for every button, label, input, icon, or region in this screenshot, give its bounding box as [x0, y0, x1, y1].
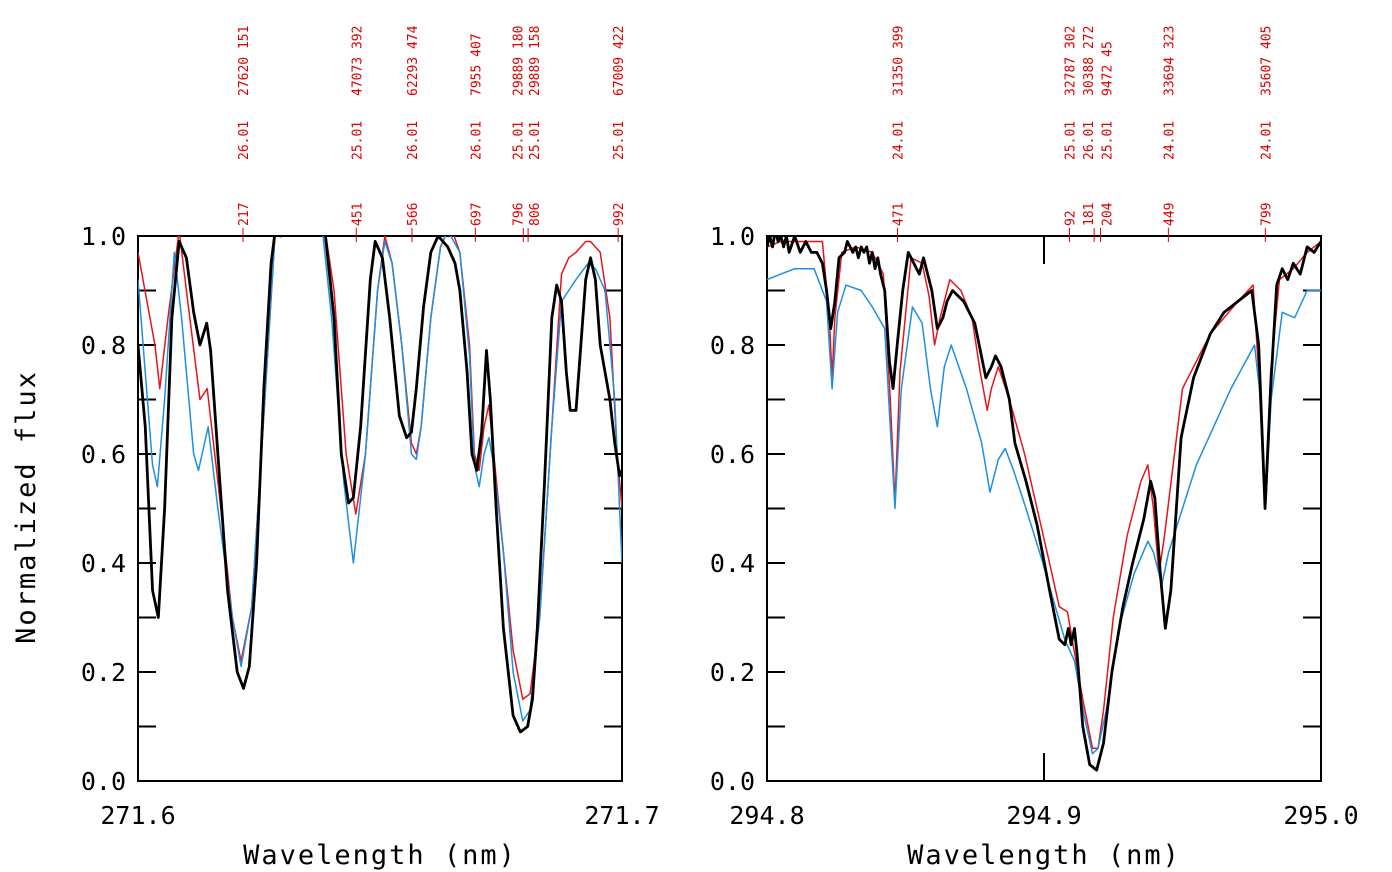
- line-id-reference: 29889 180: [511, 26, 526, 96]
- line-id-species: 24.01: [1162, 121, 1177, 160]
- line-id-reference: 29889 158: [528, 26, 543, 96]
- line-id-wavelength: 449: [1162, 203, 1177, 226]
- line-id-marker: 796 25.01 29889 180: [511, 26, 526, 242]
- series-line-red: [767, 240, 1321, 750]
- x-tick-label: 294.8: [729, 801, 804, 830]
- y-tick-label: 0.2: [710, 658, 755, 687]
- line-id-species: 25.01: [350, 121, 365, 160]
- y-tick-label: 0.0: [81, 767, 126, 796]
- line-id-marker: 181 26.01 30388 272: [1082, 26, 1097, 242]
- left-panel: 0.0 0.2 0.4 0.6 0.8 1.0 271.6 271.7 Wavelength (…: [81, 25, 660, 871]
- line-id-wavelength: 451: [350, 203, 365, 226]
- line-id-reference: 33694 323: [1162, 26, 1177, 96]
- line-id-wavelength: 697: [469, 203, 484, 226]
- y-tick-label: 0.6: [81, 440, 126, 469]
- line-id-marker: 204 25.01 9472 45: [1100, 41, 1116, 242]
- line-id-wavelength: 92: [1063, 210, 1078, 226]
- series-line-blue: [767, 267, 1321, 755]
- plot-frame: [766, 235, 1322, 782]
- x-tick-label: 271.6: [100, 801, 175, 830]
- line-id-marker: 471 24.01 31350 399: [891, 26, 906, 242]
- line-id-reference: 47073 392: [350, 26, 365, 96]
- line-id-marker: 806 25.01 29889 158: [527, 26, 543, 242]
- line-id-marker: 92 25.01 32787 302: [1063, 26, 1078, 242]
- y-tick-label: 1.0: [710, 222, 755, 251]
- line-id-reference: 30388 272: [1082, 26, 1097, 96]
- y-tick-label: 0.0: [710, 767, 755, 796]
- x-axis-title: Wavelength (nm): [243, 840, 517, 871]
- line-id-marker: 449 24.01 33694 323: [1162, 26, 1177, 242]
- line-id-marker: 799 24.01 35607 405: [1259, 26, 1274, 242]
- x-tick-label: 294.9: [1006, 801, 1081, 830]
- line-id-species: 24.01: [891, 121, 906, 160]
- line-id-species: 25.01: [511, 121, 526, 160]
- line-id-species: 25.01: [1101, 121, 1116, 160]
- line-id-wavelength: 799: [1259, 203, 1274, 226]
- x-tick-label: 295.0: [1283, 801, 1358, 830]
- line-id-reference: 31350 399: [891, 26, 906, 96]
- y-tick-label: 0.8: [81, 331, 126, 360]
- line-id-wavelength: 217: [237, 203, 252, 226]
- y-axis-title: Normalized flux: [11, 370, 42, 644]
- y-tick-label: 0.4: [710, 549, 755, 578]
- y-tick-label: 0.2: [81, 658, 126, 687]
- line-id-species: 26.01: [406, 121, 421, 160]
- series-line-black: [767, 236, 1321, 772]
- line-id-species: 26.01: [469, 121, 484, 160]
- line-id-wavelength: 471: [891, 203, 906, 226]
- line-id-species: 26.01: [237, 121, 252, 160]
- y-tick-label: 1.0: [81, 222, 126, 251]
- line-id-reference: 35607 405: [1259, 26, 1274, 96]
- line-id-reference: 62293 474: [406, 25, 421, 96]
- right-panel: 0.0 0.2 0.4 0.6 0.8 1.0 294.8 294.9 295.0 Wavelen…: [710, 26, 1359, 871]
- line-id-species: 26.01: [1082, 121, 1097, 160]
- line-id-wavelength: 806: [528, 203, 543, 226]
- x-tick-label: 271.7: [584, 801, 659, 830]
- line-id-wavelength: 796: [511, 203, 526, 226]
- y-tick-label: 0.8: [710, 331, 755, 360]
- line-id-marker: 697 26.01 7955 407: [469, 33, 484, 242]
- x-axis-title: Wavelength (nm): [907, 840, 1181, 871]
- line-id-marker: 992 25.01 67009 422: [612, 26, 627, 242]
- line-id-reference: 67009 422: [612, 26, 627, 96]
- line-id-species: 24.01: [1259, 121, 1274, 160]
- series-line-blue: [138, 236, 622, 722]
- y-tick-label: 0.6: [710, 440, 755, 469]
- line-id-reference: 7955 407: [469, 33, 484, 96]
- line-id-marker: 451 25.01 47073 392: [350, 26, 365, 242]
- series-group: [138, 236, 622, 734]
- line-id-reference: 27620 151: [237, 26, 252, 96]
- line-id-wavelength: 181: [1082, 203, 1097, 226]
- line-id-species: 25.01: [612, 121, 627, 160]
- line-id-marker: 566 26.01 62293 474: [406, 25, 421, 242]
- line-id-reference: 32787 302: [1063, 26, 1078, 96]
- plot-frame: [137, 235, 623, 782]
- line-id-wavelength: 566: [406, 203, 421, 226]
- series-group: [767, 236, 1321, 772]
- line-id-species: 25.01: [1063, 121, 1078, 160]
- line-id-wavelength: 992: [612, 203, 627, 226]
- line-id-wavelength: 204: [1101, 202, 1116, 226]
- line-id-species: 25.01: [528, 121, 543, 160]
- line-id-reference: 9472 45: [1101, 41, 1116, 96]
- series-line-black: [138, 236, 622, 734]
- y-tick-label: 0.4: [81, 549, 126, 578]
- line-id-marker: 217 26.01 27620 151: [237, 26, 252, 242]
